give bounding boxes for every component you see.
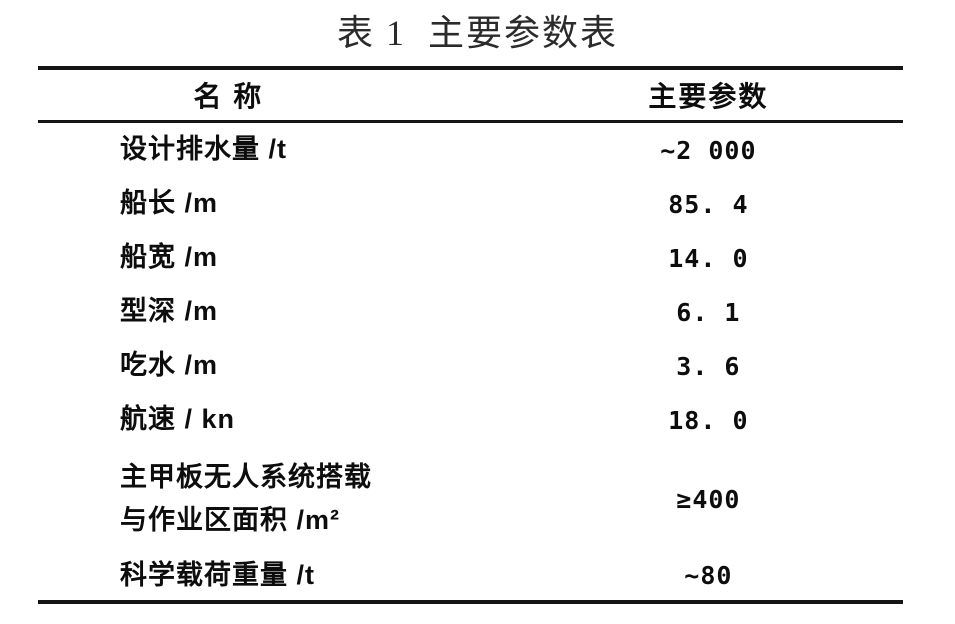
param-name-cell: 型深 /m (120, 296, 219, 327)
table-row-depth: 型深 /m 6. 1 (38, 285, 903, 339)
param-name-cell: 航速 / kn (120, 404, 236, 435)
header-value-cell: 主要参数 (648, 81, 769, 112)
parameters-table: 名 称 主要参数 设计排水量 /t ~2 000 船长 /m 85. 4 船宽 … (38, 66, 903, 604)
param-value-cell: ~2 000 (660, 135, 757, 165)
table-row-length: 船长 /m 85. 4 (38, 177, 903, 231)
param-value-cell: 14. 0 (668, 243, 749, 273)
table-row-draft: 吃水 /m 3. 6 (38, 339, 903, 393)
param-value-cell: 6. 1 (676, 297, 741, 327)
table-row-displacement: 设计排水量 /t ~2 000 (38, 123, 903, 177)
table-row-payload: 科学载荷重量 /t ~80 (38, 551, 903, 600)
header-name-cell: 名 称 (193, 81, 264, 112)
param-value-cell: 3. 6 (676, 351, 741, 381)
param-name-cell: 主甲板无人系统搭载 与作业区面积 /m² (120, 461, 372, 535)
param-value-cell: ~80 (684, 561, 733, 590)
table-header-row: 名 称 主要参数 (38, 70, 903, 123)
param-value-cell: ≥400 (676, 484, 741, 514)
param-name-cell: 设计排水量 /t (120, 134, 287, 165)
param-name-cell: 船长 /m (120, 188, 219, 219)
table-row-speed: 航速 / kn 18. 0 (38, 393, 903, 447)
param-name-cell: 船宽 /m (120, 242, 219, 273)
param-value-cell: 85. 4 (668, 189, 749, 219)
table-body: 设计排水量 /t ~2 000 船长 /m 85. 4 船宽 /m 14. 0 … (38, 123, 903, 600)
table-row-beam: 船宽 /m 14. 0 (38, 231, 903, 285)
param-value-cell: 18. 0 (668, 405, 749, 435)
table-row-deck-area: 主甲板无人系统搭载 与作业区面积 /m² ≥400 (38, 447, 903, 551)
param-name-cell: 科学载荷重量 /t (120, 559, 315, 590)
table-caption: 表 1 主要参数表 (336, 13, 618, 53)
param-name-cell: 吃水 /m (120, 350, 219, 381)
